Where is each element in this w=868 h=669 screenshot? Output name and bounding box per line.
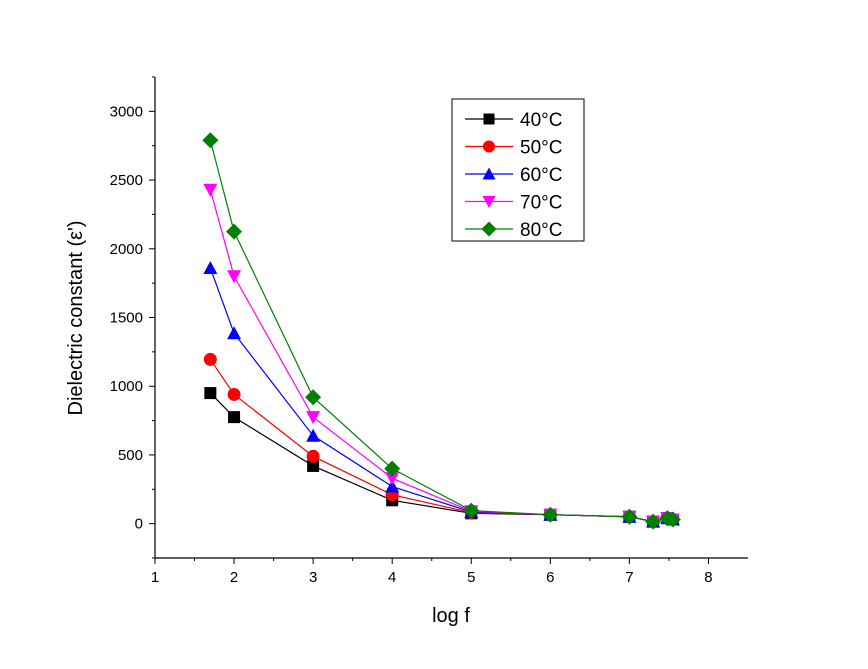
- data-point-diamond: [542, 506, 559, 523]
- series-line: [209, 267, 674, 523]
- y-tick-label: 3000: [110, 103, 143, 120]
- data-point-diamond: [202, 132, 219, 149]
- data-point-circle: [227, 387, 241, 401]
- x-tick-label: 8: [704, 569, 712, 586]
- data-point-diamond: [621, 508, 638, 525]
- data-point-triangle-up: [482, 167, 496, 180]
- x-tick-label: 2: [230, 569, 238, 586]
- data-point-square: [204, 387, 217, 400]
- legend-box: [451, 98, 585, 242]
- legend: 40°C 50°C 60°C 70°C 80°C: [451, 98, 585, 242]
- series-line: [209, 189, 674, 523]
- y-tick-label: 2500: [110, 172, 143, 189]
- x-tick-label: 3: [309, 569, 317, 586]
- series-80c: [202, 132, 681, 530]
- y-tick-label: 500: [118, 447, 143, 464]
- data-point-circle: [483, 140, 495, 153]
- data-point-square: [228, 411, 241, 424]
- legend-item: 50°C: [465, 138, 562, 159]
- data-point-triangle-up: [227, 326, 242, 340]
- data-point-diamond: [645, 513, 662, 530]
- x-tick-label: 6: [546, 569, 554, 586]
- y-tick-label: 1500: [110, 310, 143, 327]
- data-point-diamond: [481, 221, 497, 237]
- legend-label: 80°C: [520, 220, 562, 241]
- data-point-square: [483, 113, 495, 125]
- series-70c: [203, 183, 680, 529]
- data-point-triangle-down: [482, 196, 496, 208]
- series-group: [202, 132, 681, 530]
- data-point-diamond: [226, 223, 243, 240]
- series-60c: [203, 261, 680, 528]
- x-tick-label: 1: [151, 569, 159, 586]
- data-point-circle: [203, 352, 217, 366]
- data-point-triangle-up: [203, 261, 218, 275]
- data-point-triangle-down: [203, 183, 218, 197]
- data-point-diamond: [463, 502, 480, 519]
- data-point-triangle-down: [227, 270, 242, 284]
- legend-item: 80°C: [465, 220, 562, 241]
- series-line: [209, 140, 674, 523]
- legend-item: 70°C: [465, 193, 562, 214]
- legend-label: 70°C: [520, 193, 562, 214]
- data-point-square: [307, 459, 320, 472]
- series-line: [209, 359, 674, 523]
- x-axis-label: log f: [432, 605, 470, 627]
- legend-label: 50°C: [520, 138, 562, 159]
- data-point-triangle-down: [306, 411, 321, 425]
- y-tick-label: 0: [135, 516, 143, 533]
- data-point-circle: [306, 449, 320, 463]
- data-point-diamond: [305, 389, 322, 406]
- axes: 1 2 3 4 5 6 7 8 0 500 1000 1500 2000 2500 3000: [110, 76, 748, 586]
- data-point-diamond: [664, 511, 681, 528]
- legend-item: 60°C: [465, 165, 562, 186]
- data-point-triangle-up: [385, 479, 400, 493]
- x-tick-label: 5: [467, 569, 475, 586]
- legend-label: 60°C: [520, 165, 562, 186]
- legend-item: 40°C: [465, 110, 562, 131]
- data-point-triangle-down: [385, 472, 400, 486]
- x-tick-label: 4: [388, 569, 396, 586]
- x-tick-label: 7: [625, 569, 633, 586]
- legend-label: 40°C: [520, 110, 562, 131]
- y-axis-label: Dielectric constant (ε'): [65, 220, 87, 415]
- y-tick-label: 1000: [110, 378, 143, 395]
- data-point-diamond: [384, 460, 401, 477]
- y-tick-label: 2000: [110, 241, 143, 258]
- data-point-triangle-up: [306, 428, 321, 442]
